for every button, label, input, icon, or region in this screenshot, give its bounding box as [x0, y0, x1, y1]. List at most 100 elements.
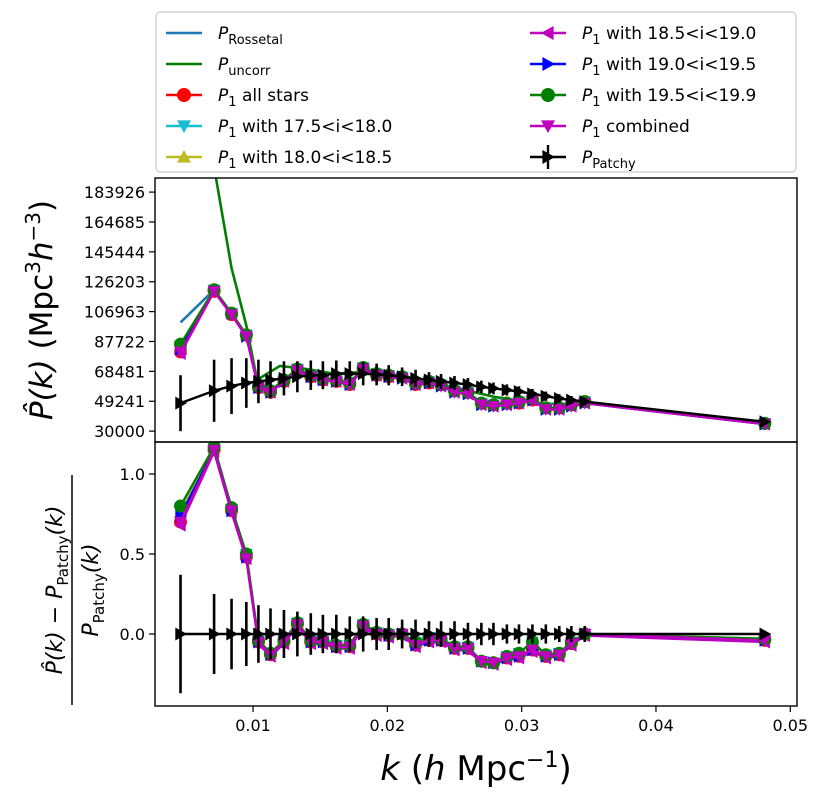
svg-text:P̂(k) − PPatchy(k): P̂(k) − PPatchy(k)	[42, 506, 72, 675]
data-point	[512, 397, 526, 410]
data-point	[383, 627, 396, 641]
series-line	[179, 289, 765, 426]
data-point	[253, 627, 265, 641]
data-point	[579, 627, 592, 641]
top-series-7	[174, 283, 772, 430]
bottom-axes-frame	[154, 441, 798, 707]
data-point	[305, 627, 318, 641]
data-point	[566, 627, 578, 641]
legend: PRossetal Puncorr P1 all stars P1 with 17.5…	[155, 11, 797, 173]
series-line	[179, 287, 765, 425]
data-point	[539, 651, 553, 663]
data-point	[513, 627, 526, 641]
legend-entry: PRossetal	[166, 24, 283, 48]
data-point	[175, 396, 188, 410]
data-point	[225, 309, 239, 322]
data-point	[265, 627, 278, 641]
legend-marker	[177, 120, 191, 133]
data-point	[175, 627, 188, 641]
data-point	[461, 388, 475, 401]
y-tick-label: 0.0	[120, 625, 145, 644]
y-tick-label: 49241	[94, 392, 145, 411]
legend-label: P1 combined	[582, 117, 690, 141]
y-tick-label: 0.5	[120, 545, 145, 564]
data-point	[448, 387, 462, 399]
data-point	[501, 627, 514, 641]
data-point	[396, 627, 409, 641]
series-line	[179, 289, 765, 426]
data-point	[462, 378, 475, 392]
top-series-9	[175, 358, 772, 432]
axis-labels: k (h Mpc−1) P̂(k) (Mpc3h−3) P̂(k) − PPatch…	[21, 200, 572, 789]
data-point	[241, 627, 253, 641]
y-tick-label: 68481	[94, 362, 145, 381]
data-point	[476, 627, 488, 641]
legend-marker	[542, 150, 555, 164]
data-point	[396, 370, 409, 384]
top-series-8	[174, 286, 772, 431]
legend-marker	[542, 57, 555, 71]
data-point	[540, 627, 553, 641]
y-tick-label: 1.0	[120, 465, 145, 484]
data-point	[331, 367, 343, 381]
data-point	[435, 374, 448, 388]
legend-entry: P1 with 19.0<i<19.5	[530, 55, 756, 79]
series-line	[179, 287, 765, 425]
data-point	[449, 627, 462, 641]
legend-entry: P1 with 17.5<i<18.0	[166, 117, 392, 141]
top-series-0	[179, 288, 216, 324]
y-tick-label: 164685	[84, 213, 145, 232]
data-point	[500, 399, 514, 412]
data-point	[331, 627, 343, 641]
data-point	[317, 627, 330, 641]
y-tick-label: 126203	[84, 273, 145, 292]
legend-label: Puncorr	[218, 55, 271, 79]
legend-label: P1 with 19.0<i<19.5	[582, 55, 756, 79]
top-y-axis-label: P̂(k) (Mpc3h−3)	[21, 200, 60, 420]
x-tick-label: 0.01	[235, 716, 271, 735]
data-point	[527, 387, 539, 401]
data-point	[525, 644, 539, 657]
data-point	[207, 286, 221, 298]
legend-label: PRossetal	[218, 24, 283, 48]
legend-label: P1 all stars	[218, 86, 309, 110]
bottom-series-7	[175, 574, 772, 694]
legend-marker	[541, 120, 555, 133]
legend-label: P1 with 18.5<i<19.0	[582, 24, 756, 48]
svg-text:PPatchy(k): PPatchy(k)	[79, 543, 108, 636]
data-point	[552, 404, 566, 416]
data-point	[474, 656, 488, 668]
data-point	[225, 505, 239, 518]
data-point	[501, 383, 514, 397]
x-tick-label: 0.02	[370, 716, 406, 735]
data-point	[539, 404, 553, 416]
legend-label: P1 with 19.5<i<19.9	[582, 86, 756, 110]
x-tick-label: 0.03	[504, 716, 540, 735]
data-point	[410, 627, 423, 641]
x-tick-label: 0.04	[638, 716, 674, 735]
legend-marker	[177, 88, 191, 102]
data-point	[357, 627, 370, 641]
data-point	[344, 627, 357, 641]
data-point	[423, 627, 436, 641]
data-point	[564, 638, 578, 651]
legend-entry: PPatchy	[530, 145, 636, 172]
top-series-3	[174, 284, 772, 430]
top-series-6	[175, 284, 772, 431]
y-tick-label: 30000	[94, 422, 145, 441]
data-point	[759, 415, 772, 429]
legend-label: PPatchy	[582, 148, 636, 172]
data-point	[476, 380, 488, 394]
data-point	[371, 627, 384, 641]
data-point	[317, 368, 330, 382]
x-tick-label: 0.05	[772, 716, 808, 735]
data-point	[512, 651, 526, 663]
top-series-2	[174, 284, 772, 430]
data-point	[423, 373, 436, 387]
legend-marker	[177, 150, 191, 163]
legend-entry: P1 with 19.5<i<19.9	[530, 86, 756, 110]
data-point	[208, 627, 221, 641]
data-point	[540, 389, 553, 403]
bottom-y-axis-label: P̂(k) − PPatchy(k)PPatchy(k)	[42, 475, 108, 705]
